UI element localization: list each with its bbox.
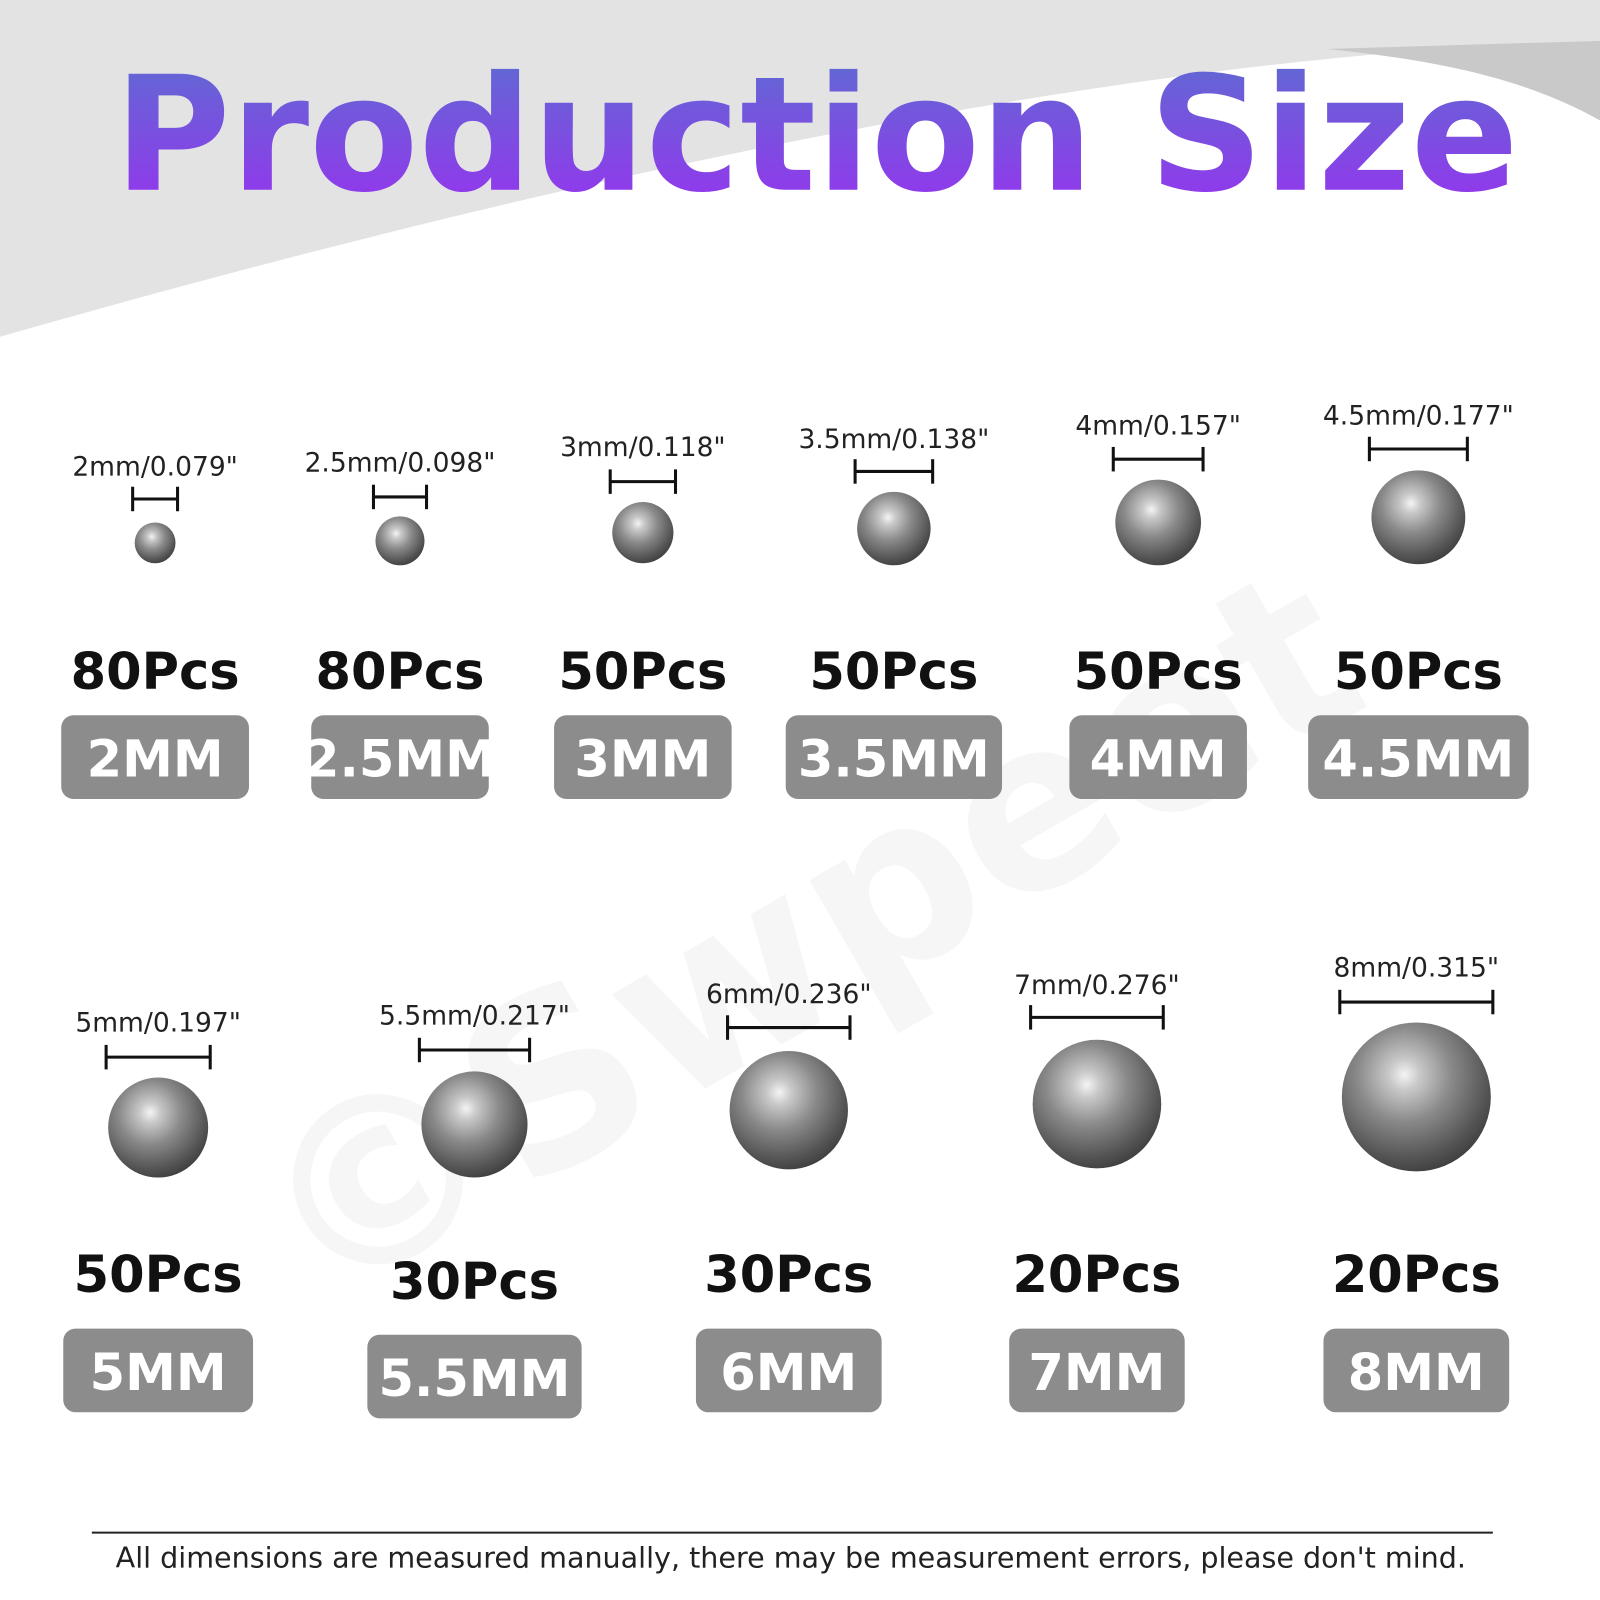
- size-label: 7MM: [1028, 1344, 1165, 1403]
- header-background: [0, 0, 1600, 337]
- piece-count: 50Pcs: [1074, 643, 1243, 702]
- dimension-label: 2.5mm/0.098": [305, 447, 496, 478]
- piece-count: 20Pcs: [1012, 1246, 1181, 1305]
- steel-ball: [375, 516, 425, 566]
- dimension-label: 8mm/0.315": [1334, 953, 1500, 984]
- size-badge: [63, 1328, 254, 1413]
- piece-count: 50Pcs: [809, 643, 978, 702]
- steel-ball: [1032, 1039, 1162, 1169]
- piece-count: 30Pcs: [704, 1246, 873, 1305]
- steel-ball: [421, 1071, 528, 1178]
- dimension-label: 3.5mm/0.138": [798, 424, 989, 455]
- piece-count: 50Pcs: [1334, 643, 1503, 702]
- dimension-label: 3mm/0.118": [560, 432, 726, 463]
- dimension-label: 6mm/0.236": [706, 979, 872, 1010]
- piece-count: 50Pcs: [558, 643, 727, 702]
- size-badge: [61, 715, 249, 799]
- piece-count: 30Pcs: [390, 1253, 559, 1312]
- header-accent: [1326, 40, 1600, 121]
- title: Production Size: [114, 42, 1519, 228]
- dimension-label: 7mm/0.276": [1014, 970, 1180, 1001]
- size-label: 8MM: [1348, 1344, 1485, 1403]
- size-label: 2.5MM: [304, 731, 496, 790]
- steel-ball: [134, 522, 176, 564]
- size-badge: [554, 715, 732, 799]
- size-badge: [695, 1328, 882, 1413]
- dimension-label: 2mm/0.079": [72, 452, 238, 483]
- size-badge: [1009, 1328, 1185, 1413]
- piece-count: 50Pcs: [74, 1246, 243, 1305]
- size-label: 5.5MM: [379, 1350, 571, 1409]
- size-label: 4.5MM: [1322, 731, 1514, 790]
- size-label: 3.5MM: [798, 731, 990, 790]
- size-badge: [785, 715, 1003, 799]
- steel-ball: [1341, 1022, 1491, 1172]
- steel-ball: [1115, 479, 1202, 566]
- steel-ball: [1371, 470, 1466, 565]
- size-badge: [1308, 715, 1529, 799]
- piece-count: 80Pcs: [316, 643, 485, 702]
- footer-note: All dimensions are measured manually, th…: [116, 1540, 1466, 1574]
- piece-count: 80Pcs: [71, 643, 240, 702]
- size-label: 2MM: [87, 731, 224, 790]
- watermark: ©Swpeet: [211, 514, 1403, 1360]
- dimension-label: 4mm/0.157": [1075, 411, 1241, 442]
- dimension-label: 5.5mm/0.217": [379, 1000, 570, 1031]
- dimension-label: 5mm/0.197": [75, 1008, 241, 1039]
- dimension-label: 4.5mm/0.177": [1323, 400, 1514, 431]
- steel-ball: [612, 502, 674, 564]
- size-badge: [367, 1334, 582, 1419]
- size-badge: [1323, 1328, 1510, 1413]
- steel-ball: [857, 491, 931, 566]
- size-label: 3MM: [574, 731, 711, 790]
- steel-ball: [108, 1077, 209, 1178]
- size-badge: [1069, 715, 1247, 799]
- piece-count: 20Pcs: [1332, 1246, 1501, 1305]
- size-badge: [311, 715, 489, 799]
- size-label: 4MM: [1090, 731, 1227, 790]
- size-label: 5MM: [90, 1344, 227, 1403]
- size-label: 6MM: [720, 1344, 857, 1403]
- steel-ball: [729, 1051, 848, 1170]
